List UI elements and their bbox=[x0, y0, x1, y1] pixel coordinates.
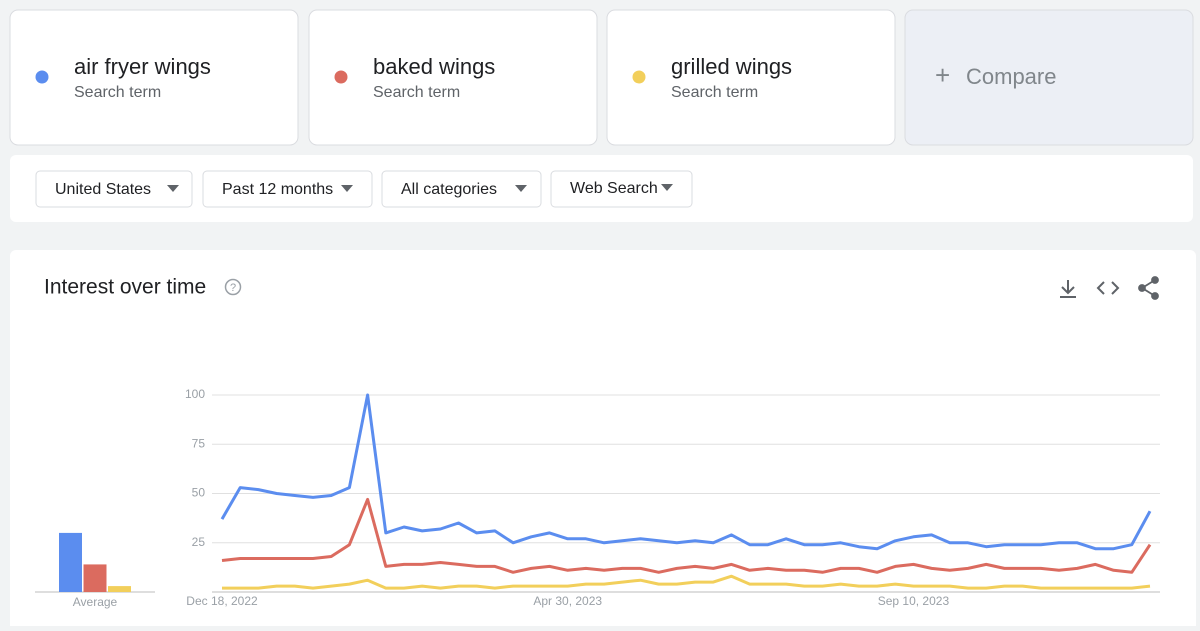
y-tick-label: 100 bbox=[185, 387, 205, 401]
compare-label: Compare bbox=[966, 64, 1056, 89]
term-card[interactable] bbox=[308, 9, 598, 146]
legend-subtitle: Search term bbox=[373, 84, 460, 101]
term-card[interactable] bbox=[606, 9, 896, 146]
legend-dot bbox=[334, 70, 348, 84]
legend-dot bbox=[632, 70, 646, 84]
y-tick-label: 25 bbox=[192, 535, 206, 549]
series-line bbox=[220, 393, 1152, 551]
filter-label: United States bbox=[55, 181, 151, 198]
filter-button[interactable] bbox=[381, 170, 542, 208]
average-bar bbox=[59, 532, 82, 592]
average-bar bbox=[108, 586, 131, 592]
series-line bbox=[222, 574, 1151, 590]
x-tick-label: Dec 18, 2022 bbox=[186, 594, 258, 608]
legend-label: grilled wings bbox=[671, 54, 792, 79]
legend-subtitle: Search term bbox=[671, 84, 758, 101]
filter-label: All categories bbox=[401, 181, 497, 198]
y-tick-label: 75 bbox=[192, 436, 206, 450]
x-tick-label: Apr 30, 2023 bbox=[533, 594, 602, 608]
chart-panel bbox=[10, 250, 1196, 631]
filter-button[interactable] bbox=[35, 170, 193, 208]
download-icon[interactable] bbox=[1060, 280, 1076, 298]
series-line bbox=[221, 497, 1152, 574]
filter-label: Past 12 months bbox=[222, 181, 333, 198]
plus-icon: + bbox=[935, 60, 950, 90]
term-card[interactable] bbox=[9, 9, 299, 146]
compare-card[interactable] bbox=[904, 9, 1194, 146]
x-tick-label: Sep 10, 2023 bbox=[878, 594, 950, 608]
share-icon[interactable] bbox=[1138, 276, 1159, 300]
legend-label: baked wings bbox=[373, 54, 495, 79]
help-icon[interactable] bbox=[224, 278, 242, 296]
filter-button[interactable] bbox=[202, 170, 373, 208]
embed-icon[interactable] bbox=[1096, 281, 1120, 295]
average-bar bbox=[83, 564, 107, 592]
help-icon-glyph: ? bbox=[230, 282, 236, 294]
filter-label: Web Search bbox=[570, 180, 658, 197]
legend-subtitle: Search term bbox=[74, 84, 161, 101]
y-tick-label: 50 bbox=[192, 486, 206, 500]
average-label: Average bbox=[73, 595, 118, 609]
filter-button[interactable] bbox=[550, 170, 693, 208]
legend-label: air fryer wings bbox=[74, 54, 211, 79]
chart-title: Interest over time bbox=[44, 276, 206, 299]
legend-dot bbox=[35, 70, 49, 84]
